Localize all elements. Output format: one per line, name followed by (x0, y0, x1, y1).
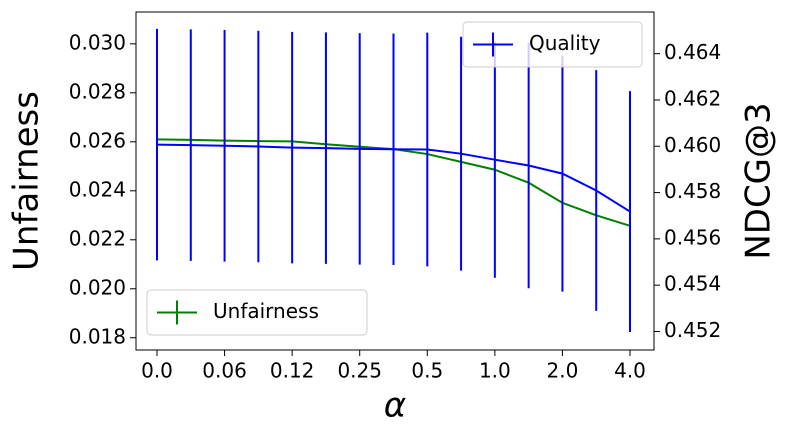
x-tick-label: 0.06 (202, 359, 247, 383)
y2-tick-label: 0.458 (664, 179, 721, 203)
legend-label: Unfairness (213, 299, 319, 323)
plot-frame (135, 11, 655, 351)
series-line (156, 143, 631, 213)
y-tick-label: 0.018 (69, 324, 126, 348)
legend-box (462, 21, 643, 68)
y2-tick-label: 0.454 (664, 272, 721, 296)
x-tick-label: 0.5 (411, 359, 443, 383)
x-tick-label: 0.25 (337, 359, 382, 383)
legend-box (146, 289, 368, 336)
y-tick-label: 0.020 (69, 275, 126, 299)
x-axis-label: α (384, 386, 406, 426)
y-tick-label: 0.022 (69, 226, 126, 250)
y-tick-label: 0.028 (69, 79, 126, 103)
y-axis-label: Unfairness (7, 91, 47, 271)
x-tick-label: 1.0 (479, 359, 511, 383)
y2-tick-label: 0.464 (664, 40, 721, 64)
y2-tick-label: 0.462 (664, 86, 721, 110)
y2-axis-label: NDCG@3 (739, 102, 779, 259)
legend-label: Quality (529, 31, 601, 55)
x-tick-label: 2.0 (547, 359, 579, 383)
x-tick-label: 0.12 (270, 359, 315, 383)
y2-tick-label: 0.456 (664, 225, 721, 249)
y2-tick-label: 0.460 (664, 133, 721, 157)
x-tick-label: 0.0 (141, 359, 173, 383)
y-tick-label: 0.030 (69, 30, 126, 54)
y2-tick-label: 0.452 (664, 318, 721, 342)
y-tick-label: 0.024 (69, 177, 126, 201)
y-tick-label: 0.026 (69, 128, 126, 152)
x-tick-label: 4.0 (614, 359, 646, 383)
